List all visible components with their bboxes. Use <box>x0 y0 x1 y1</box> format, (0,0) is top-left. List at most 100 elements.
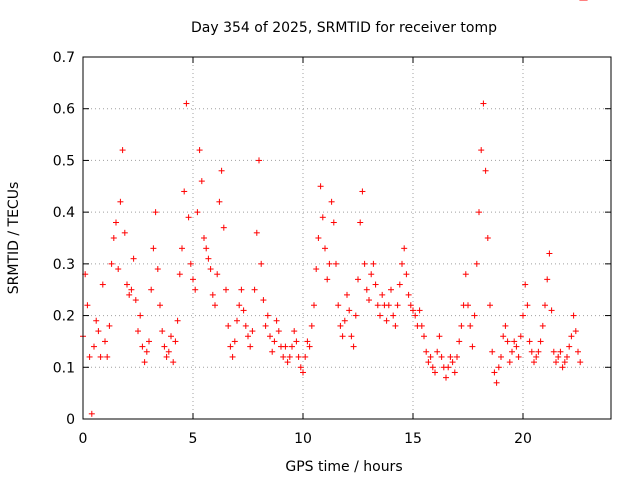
y-tick-label: 0.4 <box>53 205 75 221</box>
data-point <box>491 369 498 376</box>
data-point <box>352 312 359 319</box>
data-point <box>297 364 304 371</box>
data-point <box>273 317 280 324</box>
data-point <box>434 348 441 355</box>
data-point <box>535 348 542 355</box>
data-point <box>181 188 188 195</box>
data-point <box>572 328 579 335</box>
data-point <box>119 147 126 154</box>
data-point <box>498 353 504 360</box>
data-point <box>225 322 232 329</box>
data-point <box>93 317 100 324</box>
data-point <box>159 328 166 335</box>
data-point <box>568 333 575 340</box>
data-point <box>418 322 425 329</box>
data-point <box>253 229 260 236</box>
data-point <box>319 214 326 221</box>
data-point <box>245 333 251 340</box>
data-point <box>249 328 256 335</box>
y-axis-label: SRMTID / TECUs <box>6 182 22 295</box>
data-point <box>99 281 106 288</box>
data-point <box>339 333 346 340</box>
data-point <box>282 343 289 350</box>
data-point <box>533 353 540 360</box>
data-point <box>86 353 93 360</box>
x-tick-label: 20 <box>514 431 532 447</box>
data-point <box>357 219 364 226</box>
data-point <box>359 188 366 195</box>
data-point <box>187 260 194 267</box>
data-point <box>223 286 229 293</box>
data-point <box>176 271 183 278</box>
data-point <box>137 312 144 319</box>
data-point <box>344 291 350 298</box>
data-point <box>511 338 518 345</box>
data-point <box>126 291 133 298</box>
data-point <box>214 271 221 278</box>
data-point <box>293 338 300 345</box>
data-point <box>467 322 474 329</box>
data-point <box>157 302 163 309</box>
data-point <box>284 359 291 366</box>
data-point <box>432 369 438 376</box>
data-point <box>121 229 128 236</box>
data-point <box>522 281 529 288</box>
data-point <box>410 307 416 314</box>
data-point <box>377 312 383 319</box>
plot-frame <box>82 56 612 420</box>
data-point <box>143 348 150 355</box>
data-point <box>139 343 146 350</box>
data-point <box>451 369 458 376</box>
data-point <box>154 266 161 273</box>
data-point <box>383 317 390 324</box>
data-point <box>207 266 214 273</box>
data-point <box>471 312 478 319</box>
data-point <box>454 353 460 360</box>
data-point <box>289 343 295 350</box>
data-point <box>537 338 544 345</box>
data-point <box>539 322 546 329</box>
data-point <box>242 322 249 329</box>
data-point <box>421 333 427 340</box>
data-point <box>566 343 573 350</box>
data-point <box>203 245 210 252</box>
data-point <box>546 250 553 257</box>
data-point <box>84 302 91 309</box>
data-point <box>372 281 379 288</box>
data-point <box>559 364 566 371</box>
y-tick-label: 0.1 <box>53 360 75 376</box>
data-point <box>526 338 533 345</box>
data-point <box>262 322 269 329</box>
data-point <box>575 348 581 355</box>
data-point <box>306 343 313 350</box>
data-point <box>328 198 335 205</box>
data-point <box>425 359 432 366</box>
data-point <box>480 100 487 107</box>
data-point <box>476 209 482 216</box>
data-point <box>445 364 452 371</box>
data-point <box>256 157 262 164</box>
data-point <box>368 271 375 278</box>
data-point <box>302 353 309 360</box>
data-point <box>170 359 177 366</box>
data-point <box>495 364 502 371</box>
data-point <box>172 338 179 345</box>
data-point <box>502 322 509 329</box>
data-point <box>506 359 513 366</box>
data-point <box>515 353 522 360</box>
data-point <box>190 276 196 283</box>
data-point <box>128 286 135 293</box>
data-point <box>102 338 108 345</box>
data-point <box>520 312 526 319</box>
data-point <box>487 302 493 309</box>
data-point <box>493 379 500 386</box>
data-point <box>110 235 117 241</box>
data-point <box>531 359 537 366</box>
x-tick-label: 5 <box>189 431 198 447</box>
data-point <box>201 235 207 241</box>
tick-labels: 0 0.1 0.2 0.3 0.4 0.5 0.6 0.7 0 5 10 15 20 <box>53 50 532 447</box>
data-point <box>438 353 445 360</box>
data-point <box>447 353 454 360</box>
data-point <box>550 348 557 355</box>
data-point <box>205 255 212 262</box>
